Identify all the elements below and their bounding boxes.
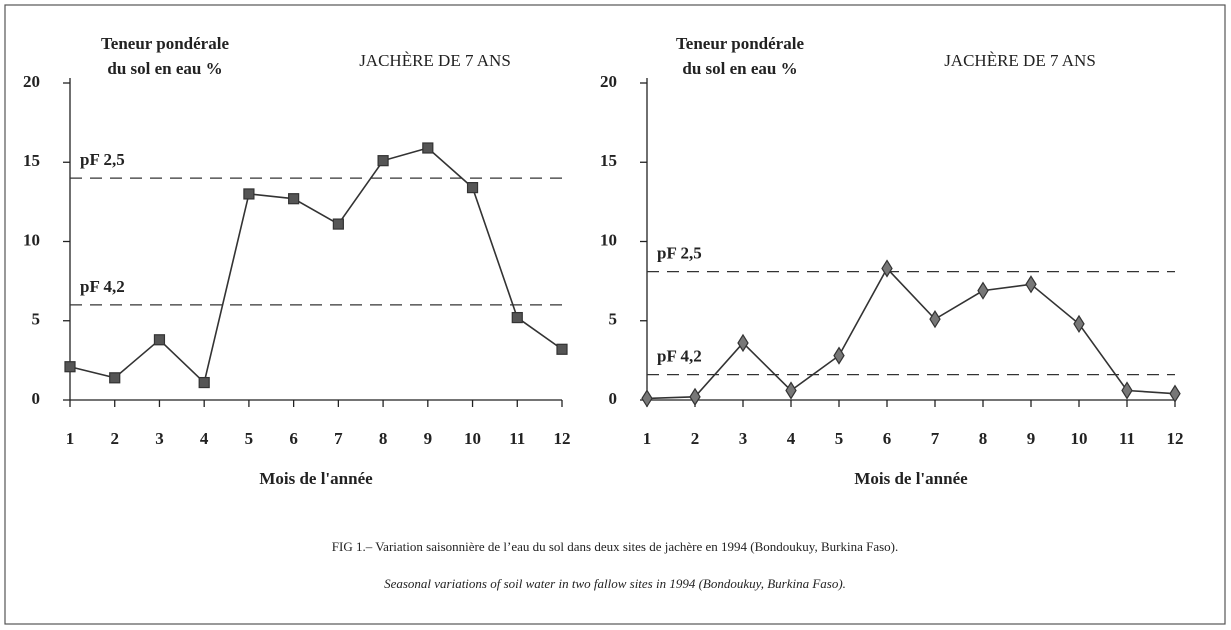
marker xyxy=(833,346,845,365)
marker xyxy=(377,155,389,167)
x-tick-label: 8 xyxy=(379,429,388,448)
x-tick-label: 2 xyxy=(110,429,119,448)
y-tick-label: 0 xyxy=(32,389,41,408)
y-tick-label: 15 xyxy=(600,151,617,170)
marker xyxy=(689,387,701,406)
x-tick-label: 6 xyxy=(289,429,298,448)
x-tick-label: 2 xyxy=(691,429,700,448)
y-axis-label: du sol en eau % xyxy=(682,59,797,78)
marker xyxy=(422,142,434,154)
x-tick-label: 4 xyxy=(200,429,209,448)
x-tick-label: 7 xyxy=(334,429,343,448)
y-tick-label: 15 xyxy=(23,151,40,170)
marker xyxy=(511,311,523,324)
x-tick-label: 6 xyxy=(883,429,892,448)
caption-fr: FIG 1.– Variation saisonnière de l’eau d… xyxy=(332,539,898,554)
reference-label: pF 2,5 xyxy=(657,244,702,263)
marker xyxy=(153,334,166,346)
reference-label: pF 4,2 xyxy=(80,277,125,296)
x-tick-label: 9 xyxy=(1027,429,1036,448)
x-tick-label: 8 xyxy=(979,429,988,448)
marker xyxy=(466,182,479,194)
x-axis-label: Mois de l'année xyxy=(854,469,968,488)
x-tick-label: 7 xyxy=(931,429,940,448)
marker xyxy=(929,310,941,329)
y-tick-label: 5 xyxy=(32,310,41,329)
y-tick-label: 20 xyxy=(23,72,40,91)
y-tick-label: 10 xyxy=(23,230,40,249)
x-tick-label: 5 xyxy=(245,429,254,448)
chart-title: JACHÈRE DE 7 ANS xyxy=(359,51,511,70)
marker xyxy=(977,281,989,300)
x-tick-label: 10 xyxy=(1071,429,1088,448)
marker xyxy=(288,193,300,205)
marker xyxy=(785,381,797,400)
data-line xyxy=(646,267,1176,400)
x-tick-label: 1 xyxy=(66,429,75,448)
x-tick-label: 11 xyxy=(1119,429,1135,448)
reference-label: pF 4,2 xyxy=(657,347,702,366)
y-tick-label: 5 xyxy=(609,310,618,329)
marker xyxy=(556,343,568,355)
data-line xyxy=(69,147,563,385)
chart-title: JACHÈRE DE 7 ANS xyxy=(944,51,1096,70)
y-tick-label: 0 xyxy=(609,389,618,408)
y-tick-label: 20 xyxy=(600,72,617,91)
marker xyxy=(641,389,653,408)
marker xyxy=(737,333,749,353)
marker xyxy=(1121,381,1133,400)
marker xyxy=(198,376,210,389)
caption-en: Seasonal variations of soil water in two… xyxy=(384,576,846,591)
marker xyxy=(1169,384,1181,403)
marker xyxy=(332,218,344,230)
x-tick-label: 5 xyxy=(835,429,844,448)
x-tick-label: 11 xyxy=(509,429,525,448)
marker xyxy=(1073,314,1085,334)
x-tick-label: 3 xyxy=(739,429,748,448)
y-axis-label: Teneur pondérale xyxy=(101,34,229,53)
x-tick-label: 3 xyxy=(155,429,164,448)
y-tick-label: 10 xyxy=(600,230,617,249)
marker xyxy=(881,259,893,278)
marker xyxy=(64,361,76,373)
x-tick-label: 12 xyxy=(554,429,571,448)
y-axis-label: Teneur pondérale xyxy=(676,34,804,53)
x-axis-label: Mois de l'année xyxy=(259,469,373,488)
x-tick-label: 4 xyxy=(787,429,796,448)
reference-label: pF 2,5 xyxy=(80,150,125,169)
marker xyxy=(243,188,255,200)
marker xyxy=(1025,275,1037,294)
x-tick-label: 10 xyxy=(464,429,481,448)
x-tick-label: 1 xyxy=(643,429,652,448)
y-axis-label: du sol en eau % xyxy=(107,59,222,78)
marker xyxy=(109,372,121,384)
frame xyxy=(4,4,1226,625)
x-tick-label: 12 xyxy=(1167,429,1184,448)
x-tick-label: 9 xyxy=(424,429,433,448)
